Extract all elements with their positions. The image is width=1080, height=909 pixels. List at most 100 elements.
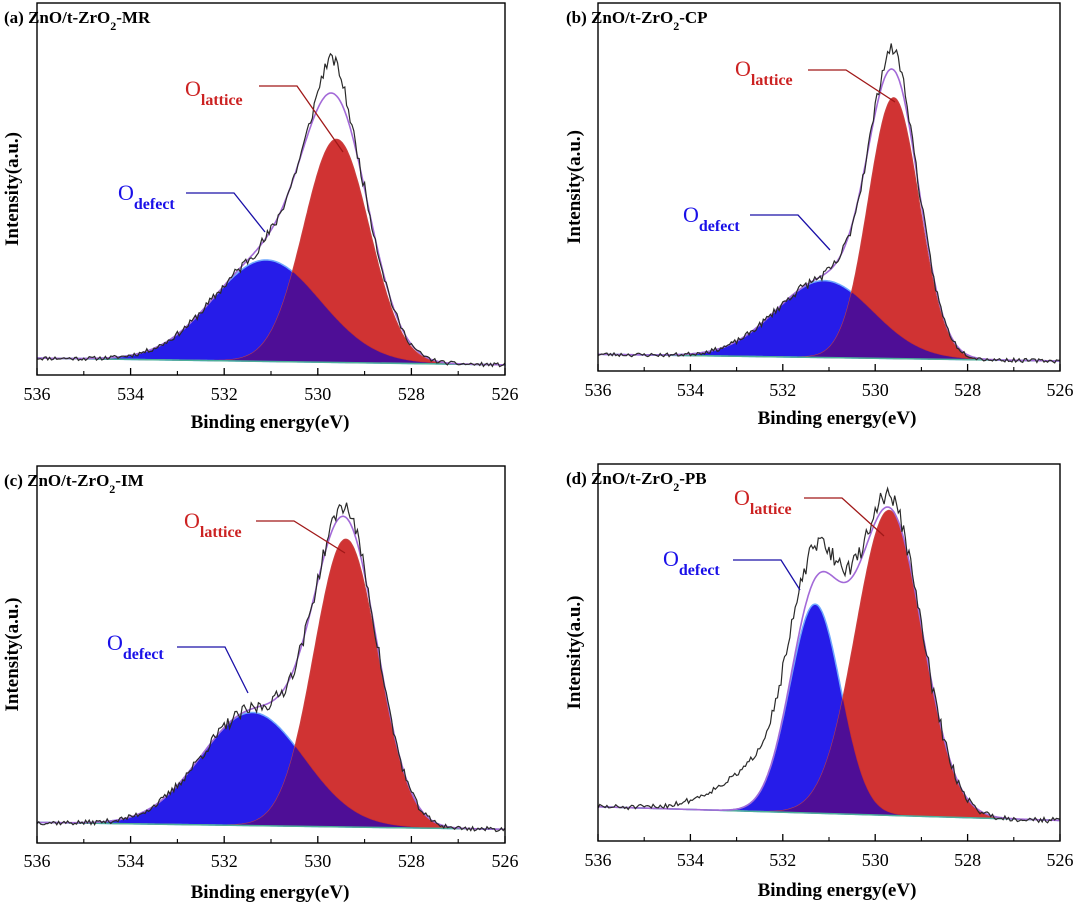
panel-title: (c) ZnO/t-ZrO2-IM (4, 471, 144, 496)
panel-sample-name: ZnO/t-ZrO (28, 8, 110, 27)
defect-label-sub: defect (679, 562, 721, 579)
x-tick-label: 534 (677, 380, 704, 400)
x-tick-label: 536 (24, 851, 51, 871)
x-tick-label: 528 (398, 384, 425, 404)
lattice-leader-line (804, 497, 885, 537)
panel-letter: (a) (4, 8, 28, 27)
baseline-line (36, 821, 506, 831)
x-tick-label: 528 (398, 851, 425, 871)
panel-sample-name: ZnO/t-ZrO (591, 8, 673, 27)
x-axis-title: Binding energy(eV) (191, 412, 350, 433)
panel-subscript: 2 (110, 19, 116, 33)
lattice-peak-area (37, 138, 506, 366)
lattice-label-sub: lattice (200, 524, 242, 541)
x-tick-label: 534 (677, 850, 704, 870)
y-axis-title: Intensity(a.u.) (564, 130, 585, 244)
x-tick-label: 536 (585, 380, 612, 400)
panel-sample-name: ZnO/t-ZrO (591, 469, 673, 488)
panel-subscript: 2 (673, 480, 679, 494)
panel-2: 536 534 532 530 528 526 Binding energy(eV) Inte… (2, 465, 519, 903)
defect-label-sub: defect (699, 218, 741, 235)
raw-data-line (597, 486, 1061, 824)
lattice-label: Olattice (185, 76, 243, 109)
defect-label-sub: defect (134, 196, 176, 213)
lattice-label-sub: lattice (750, 501, 792, 518)
defect-label: Odefect (683, 202, 740, 235)
lattice-leader-line (256, 520, 346, 554)
panel-title: (b) ZnO/t-ZrO2-CP (566, 8, 708, 33)
x-tick-label: 532 (769, 380, 796, 400)
raw-data-line (36, 52, 506, 368)
defect-label-main: O (683, 202, 699, 227)
panel-sample-name: ZnO/t-ZrO (27, 471, 109, 490)
x-tick-label: 526 (492, 384, 519, 404)
x-tick-label: 532 (211, 384, 238, 404)
y-axis-title: Intensity(a.u.) (2, 132, 23, 246)
x-tick-label: 530 (304, 384, 331, 404)
defect-leader-line (186, 192, 266, 233)
x-tick-label: 532 (769, 850, 796, 870)
panel-subscript: 2 (673, 19, 679, 33)
defect-label: Odefect (118, 180, 175, 213)
x-tick-label: 526 (1047, 380, 1074, 400)
panel-title: (a) ZnO/t-ZrO2-MR (4, 8, 151, 33)
x-axis-title: Binding energy(eV) (191, 882, 350, 903)
panel-sample-suffix: -MR (116, 8, 151, 27)
panel-sample-suffix: -IM (115, 471, 143, 490)
x-tick-label: 526 (492, 851, 519, 871)
x-tick-label: 528 (954, 850, 981, 870)
defect-leader-line (733, 559, 801, 591)
defect-label: Odefect (107, 630, 164, 663)
envelope-line (598, 68, 1061, 362)
overlap-area (37, 272, 505, 365)
panel-letter: (b) (566, 8, 591, 27)
y-axis-title: Intensity(a.u.) (564, 595, 585, 709)
panel-1: 536 534 532 530 528 526 Binding energy(eV) Inte… (564, 2, 1074, 429)
x-tick-label: 530 (304, 851, 331, 871)
panel-sample-suffix: -PB (679, 469, 706, 488)
defect-label-sub: defect (123, 646, 165, 663)
lattice-label-sub: lattice (751, 72, 793, 89)
x-tick-label: 530 (862, 850, 889, 870)
panel-letter: (d) (566, 469, 591, 488)
lattice-label-main: O (734, 485, 750, 510)
defect-label-main: O (107, 630, 123, 655)
lattice-label: Olattice (735, 56, 793, 89)
overlap-area (37, 746, 505, 830)
x-tick-label: 534 (117, 384, 144, 404)
lattice-label-sub: lattice (201, 92, 243, 109)
envelope-line (37, 92, 505, 366)
x-tick-label: 536 (24, 384, 51, 404)
panel-title: (d) ZnO/t-ZrO2-PB (566, 469, 707, 494)
panel-letter: (c) (4, 471, 27, 490)
defect-label-main: O (663, 546, 679, 571)
raw-data-line (597, 43, 1061, 364)
lattice-leader-line (808, 69, 896, 103)
x-axis-title: Binding energy(eV) (758, 880, 917, 901)
x-axis-title: Binding energy(eV) (758, 408, 917, 429)
x-tick-label: 528 (954, 380, 981, 400)
raw-data-line (36, 502, 506, 833)
x-tick-label: 530 (862, 380, 889, 400)
lattice-label-main: O (185, 76, 201, 101)
lattice-label: Olattice (184, 508, 242, 541)
lattice-label-main: O (735, 56, 751, 81)
lattice-label-main: O (184, 508, 200, 533)
panel-sample-suffix: -CP (679, 8, 707, 27)
panel-subscript: 2 (109, 482, 115, 496)
defect-leader-line (750, 214, 831, 251)
defect-label-main: O (118, 180, 134, 205)
lattice-leader-line (259, 85, 344, 153)
defect-label: Odefect (663, 546, 720, 579)
baseline-line (36, 357, 506, 366)
panel-3: 536 534 532 530 528 526 Binding energy(eV) Inte… (564, 463, 1074, 901)
x-tick-label: 532 (211, 851, 238, 871)
y-axis-title: Intensity(a.u.) (2, 597, 23, 711)
x-tick-label: 526 (1047, 850, 1074, 870)
defect-leader-line (177, 646, 249, 694)
panel-0: 536 534 532 530 528 526 Binding energy(eV) Inte… (2, 2, 519, 433)
lattice-label: Olattice (734, 485, 792, 518)
x-tick-label: 534 (117, 851, 144, 871)
x-tick-label: 536 (585, 850, 612, 870)
